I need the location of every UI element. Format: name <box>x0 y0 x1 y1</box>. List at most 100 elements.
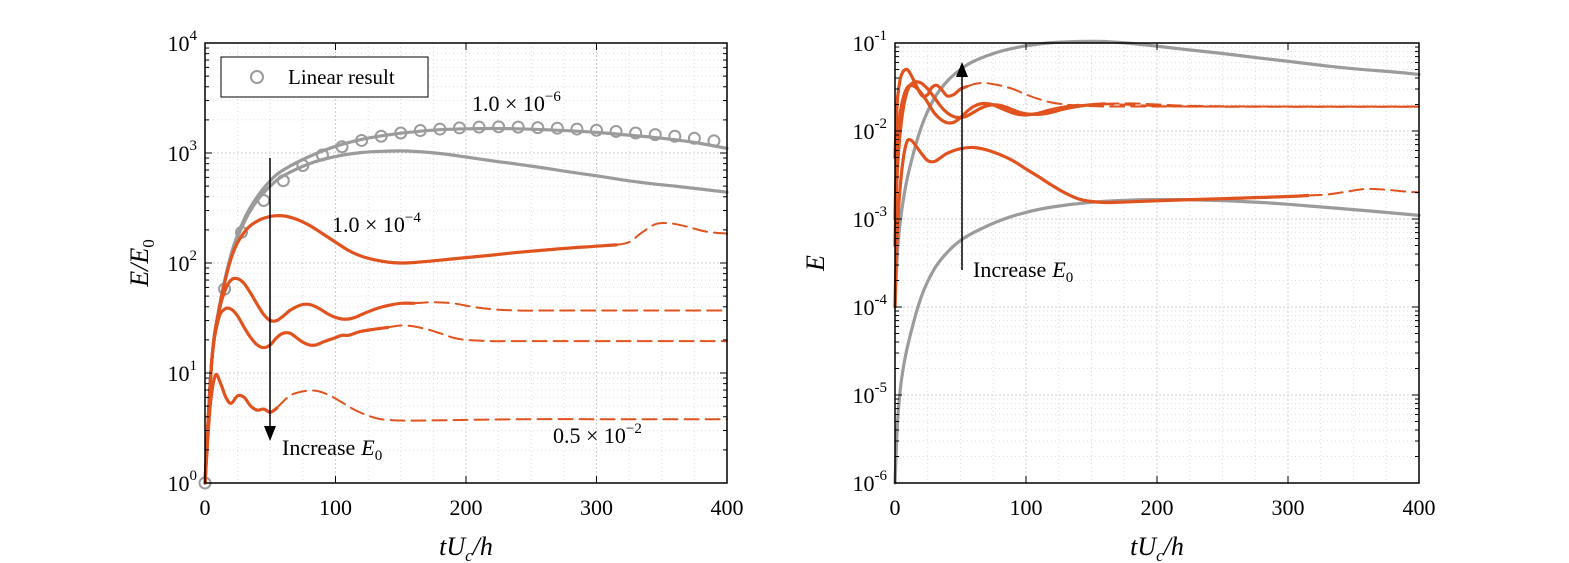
right-x-tick-label: 100 <box>1010 495 1043 520</box>
right-series-8-line <box>893 67 969 160</box>
legend: Linear result <box>220 56 429 98</box>
left-grid <box>205 43 727 483</box>
increase-arrow-up-icon <box>956 62 968 77</box>
increase-label-left-text: Increase <box>282 435 355 460</box>
left-y-tick-base: 10 <box>168 471 190 496</box>
annotation-0.5e-2: 0.5 × 10−2 <box>553 421 642 448</box>
right-y-tick-label: 10-4 <box>853 292 888 320</box>
annotation-0.5e-2-mantissa: 0.5 × 10 <box>553 423 626 448</box>
right-x-tick-label: 200 <box>1141 495 1174 520</box>
right-y-tick-base: 10 <box>853 207 875 232</box>
left-x-tick-label: 200 <box>450 495 483 520</box>
left-series-9-line <box>203 373 279 485</box>
left-series-7-line <box>203 306 390 485</box>
left-series-5-line <box>203 276 416 485</box>
right-series-2-line <box>893 137 1310 309</box>
left-series-0-marker <box>648 128 662 142</box>
right-y-tick-base: 10 <box>853 383 875 408</box>
increase-label-right-sub: 0 <box>1066 270 1074 286</box>
right-y-tick-label: 10-1 <box>853 28 888 56</box>
left-y-axis-label-e: E/E <box>125 248 154 288</box>
left-x-tick-label: 100 <box>319 495 352 520</box>
right-y-tick-base: 10 <box>853 295 875 320</box>
annotation-1e-4: 1.0 × 10−4 <box>332 210 421 237</box>
right-y-tick-label: 10-6 <box>853 468 888 496</box>
right-x-tick-label: 400 <box>1403 495 1436 520</box>
left-series-10-line <box>275 389 728 422</box>
left-series-0-marker <box>492 120 506 134</box>
right-y-tick-base: 10 <box>853 471 875 496</box>
left-y-tick-exp: 0 <box>190 468 198 484</box>
right-y-tick-base: 10 <box>853 31 875 56</box>
left-series-0-marker <box>668 129 682 143</box>
right-y-tick-base: 10 <box>853 119 875 144</box>
annotation-1e-4-exp: −4 <box>405 210 421 226</box>
increase-label-left: Increase E0 <box>282 435 382 464</box>
right-x-tick-label: 300 <box>1272 495 1305 520</box>
left-series-2-line <box>203 149 729 485</box>
right-x-axis-label-rest: /h <box>1162 532 1184 561</box>
right-x-tick-label: 0 <box>890 495 901 520</box>
annotation-0.5e-2-exp: −2 <box>626 421 642 437</box>
left-y-tick-label: 102 <box>168 248 198 276</box>
left-y-tick-exp: 1 <box>190 358 198 374</box>
legend-label: Linear result <box>288 65 395 89</box>
left-series-0-marker <box>570 122 584 136</box>
legend-box <box>220 56 429 98</box>
annotation-1e-4-mantissa: 1.0 × 10 <box>332 212 405 237</box>
right-series-9-line <box>966 81 1420 108</box>
left-y-tick-base: 10 <box>168 141 190 166</box>
left-series-8-line <box>386 324 728 343</box>
left-series-0-marker <box>629 126 643 140</box>
right-y-tick-exp: -2 <box>875 116 888 132</box>
left-ticks <box>204 43 728 483</box>
right-y-tick-label: 10-2 <box>853 116 888 144</box>
right-series-1-line <box>893 39 1421 309</box>
left-y-tick-label: 100 <box>168 468 198 496</box>
right-x-axis-label-t: tU <box>1130 532 1158 561</box>
right-y-tick-exp: -4 <box>875 292 888 308</box>
left-y-axis-label-sub: 0 <box>139 239 158 248</box>
right-y-tick-exp: -5 <box>875 380 888 396</box>
left-x-axis-label-sub: c <box>465 546 473 563</box>
left-x-tick-label: 0 <box>200 495 211 520</box>
legend-marker-icon <box>250 70 264 84</box>
left-x-axis-label-t: tU <box>439 532 467 561</box>
left-series-0-marker <box>590 123 603 137</box>
right-series-6-line <box>893 83 1080 221</box>
left-series-layer <box>198 120 729 490</box>
left-y-tick-exp: 2 <box>190 248 198 264</box>
left-y-tick-base: 10 <box>168 251 190 276</box>
left-y-tick-label: 104 <box>168 28 198 56</box>
left-series-0-marker <box>550 121 564 135</box>
left-series-0-marker <box>511 120 525 134</box>
increase-label-right-text: Increase <box>973 257 1046 282</box>
annotation-1e-6-mantissa: 1.0 × 10 <box>472 91 545 116</box>
increase-arrow-down-icon <box>264 426 276 441</box>
left-y-axis-label: E/E0 <box>125 239 158 288</box>
left-series-3-line <box>203 214 618 485</box>
left-x-axis-label-rest: /h <box>471 532 493 561</box>
left-series-0-marker <box>609 124 623 138</box>
left-series-4-line <box>615 222 728 246</box>
left-x-tick-label: 300 <box>580 495 613 520</box>
left-x-tick-label: 400 <box>711 495 744 520</box>
increase-label-left-sub: 0 <box>375 448 383 464</box>
right-series-layer <box>893 39 1421 485</box>
right-series-3-line <box>1306 187 1420 197</box>
right-x-axis-label-sub: c <box>1156 546 1164 563</box>
increase-label-left-e: E <box>360 435 375 460</box>
left-y-tick-base: 10 <box>168 361 190 386</box>
right-grid <box>895 43 1419 483</box>
right-y-tick-exp: -6 <box>875 468 888 484</box>
right-y-tick-exp: -3 <box>875 204 888 220</box>
annotation-1e-6-exp: −6 <box>545 89 561 105</box>
right-y-tick-label: 10-5 <box>853 380 888 408</box>
increase-label-right: Increase E0 <box>973 257 1073 286</box>
right-y-tick-label: 10-3 <box>853 204 888 232</box>
right-x-axis-label: tUc/h <box>1130 532 1184 563</box>
